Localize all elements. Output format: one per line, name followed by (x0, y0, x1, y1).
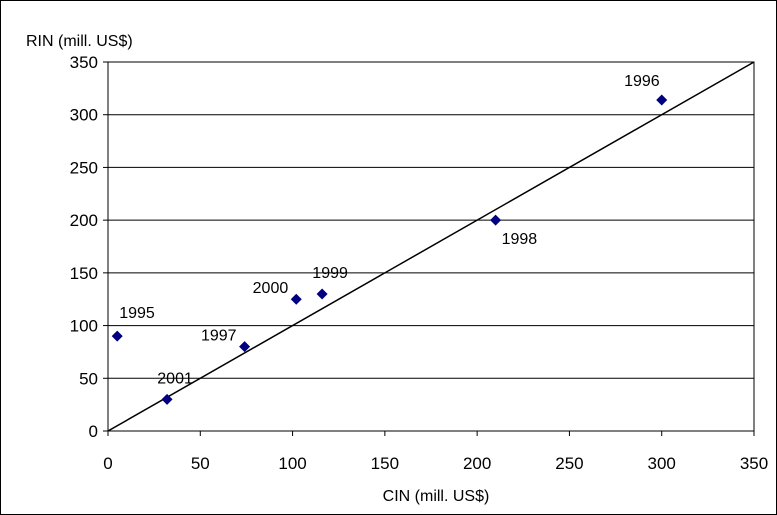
y-tick-label: 250 (70, 158, 98, 177)
x-tick-label: 300 (648, 454, 676, 473)
point-label-1997: 1997 (201, 328, 237, 345)
data-point-1996 (656, 94, 668, 106)
data-points: 1995 1996 1997 1998 1999 2000 2001 (111, 73, 668, 405)
x-tick-label: 200 (463, 454, 491, 473)
data-point-1998 (490, 214, 502, 226)
y-tick-label: 200 (70, 211, 98, 230)
data-point-1999 (316, 288, 328, 300)
x-tick-label: 250 (555, 454, 583, 473)
data-point-2001 (161, 393, 173, 405)
x-tick-label: 50 (191, 454, 210, 473)
y-tick-label: 100 (70, 317, 98, 336)
y-tick-label: 350 (70, 53, 98, 72)
x-tick-label: 150 (371, 454, 399, 473)
x-tick-label: 100 (278, 454, 306, 473)
x-tick-label: 0 (103, 454, 112, 473)
point-label-2000: 2000 (253, 280, 289, 297)
x-tick-label: 350 (740, 454, 768, 473)
data-point-1995 (111, 330, 123, 342)
point-label-1996: 1996 (624, 73, 660, 90)
point-label-2001: 2001 (157, 370, 193, 387)
data-point-2000 (290, 293, 302, 305)
reference-line (107, 61, 755, 432)
data-point-1997 (239, 341, 251, 353)
x-axis-title: CIN (mill. US$) (383, 488, 490, 505)
axis-ticks: 0 50 100 150 200 250 300 350 0 50 100 150 200 250 300 3… (70, 53, 769, 473)
y-tick-label: 150 (70, 264, 98, 283)
point-label-1999: 1999 (312, 265, 348, 282)
y-tick-label: 0 (89, 422, 98, 441)
y-axis-title: RIN (mill. US$) (26, 33, 133, 50)
point-label-1998: 1998 (502, 231, 538, 248)
point-label-1995: 1995 (119, 305, 155, 322)
y-tick-label: 300 (70, 106, 98, 125)
y-tick-label: 50 (79, 369, 98, 388)
gridlines (108, 114, 754, 379)
plot-area (107, 61, 755, 432)
